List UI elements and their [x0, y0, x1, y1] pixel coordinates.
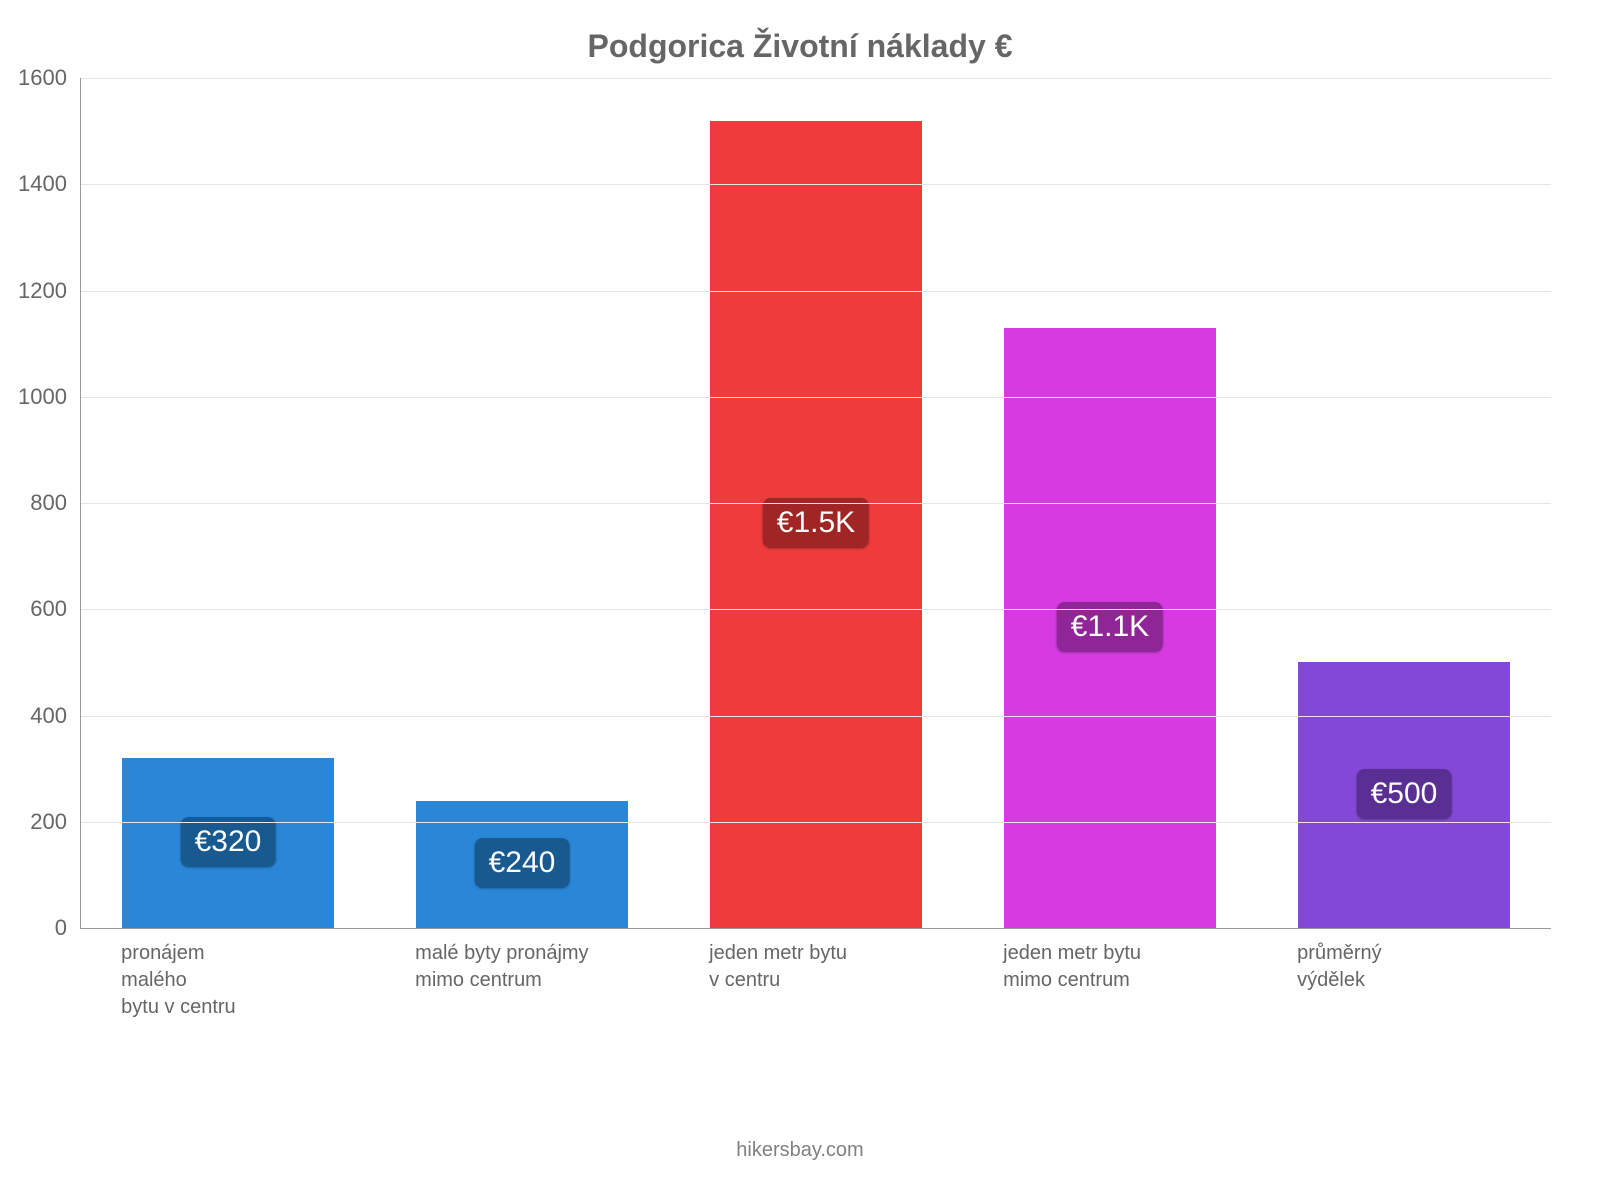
- bar-value-label: €320: [181, 817, 276, 867]
- y-tick-label: 1600: [7, 65, 81, 91]
- grid-line: [81, 609, 1551, 610]
- grid-line: [81, 78, 1551, 79]
- x-tick-label: průměrnývýdělek: [1297, 940, 1549, 994]
- y-tick-label: 1200: [7, 278, 81, 304]
- grid-line: [81, 822, 1551, 823]
- chart-footer: hikersbay.com: [0, 1139, 1600, 1162]
- y-tick-label: 0: [7, 915, 81, 941]
- y-tick-label: 200: [7, 809, 81, 835]
- grid-line: [81, 716, 1551, 717]
- y-tick-label: 1400: [7, 171, 81, 197]
- chart-title: Podgorica Životní náklady €: [0, 28, 1600, 65]
- chart-container: Podgorica Životní náklady € €320 €240 €1.5…: [0, 0, 1600, 1200]
- bar-value-label: €240: [475, 838, 570, 888]
- bar-value-label: €1.5K: [763, 498, 869, 548]
- grid-line: [81, 184, 1551, 185]
- bar-value-label: €500: [1357, 769, 1452, 819]
- y-tick-label: 400: [7, 703, 81, 729]
- x-tick-label: jeden metr bytuv centru: [709, 940, 961, 994]
- y-tick-label: 600: [7, 596, 81, 622]
- y-tick-label: 800: [7, 490, 81, 516]
- x-tick-label: malé byty pronájmymimo centrum: [415, 940, 667, 994]
- grid-line: [81, 397, 1551, 398]
- y-tick-label: 1000: [7, 384, 81, 410]
- x-tick-label: pronájemmaléhobytu v centru: [121, 940, 373, 1021]
- x-tick-label: jeden metr bytumimo centrum: [1003, 940, 1255, 994]
- grid-line: [81, 291, 1551, 292]
- plot-area: €320€240€1.5K€1.1K€500 02004006008001000…: [80, 78, 1551, 929]
- grid-line: [81, 503, 1551, 504]
